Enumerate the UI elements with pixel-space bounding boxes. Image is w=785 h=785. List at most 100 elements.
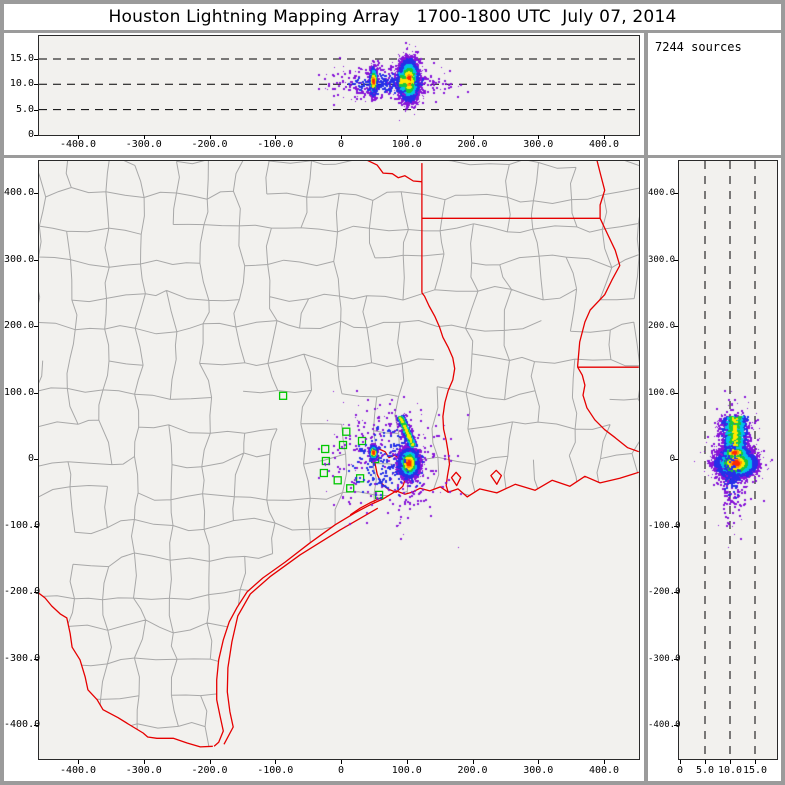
map-east-tick-label: -300.0 <box>125 765 162 776</box>
title-bar: Houston Lightning Mapping Array 1700-180… <box>4 4 781 30</box>
ew-east-tick-label: -200.0 <box>191 139 228 150</box>
ns-alt-tick-mark <box>680 760 681 764</box>
ns-alt-tick-mark <box>730 760 731 764</box>
ns-alt-tick-label: 15.0 <box>742 765 768 776</box>
map-plot-area[interactable] <box>38 160 640 760</box>
ew-alt-tick-label: 15.0 <box>9 52 34 64</box>
ns-north-tick-mark <box>674 459 678 460</box>
ns-north-tick-label: -300.0 <box>648 653 681 664</box>
map-east-tick-mark <box>604 760 605 764</box>
ew-alt-tick-mark <box>34 109 38 111</box>
map-east-tick-label: -400.0 <box>59 765 97 776</box>
map-north-tick-mark <box>34 259 38 261</box>
map-north-tick-mark <box>34 193 38 194</box>
map-north-tick-label: 400.0 <box>4 187 35 198</box>
map-north-tick-label: 200.0 <box>4 320 35 331</box>
ns-north-tick-label: 300.0 <box>648 254 676 265</box>
ew-east-tick-mark <box>538 135 540 139</box>
map-north-tick-label: 300.0 <box>4 253 35 265</box>
ns-north-tick-mark <box>674 525 678 527</box>
sources-count-panel: 7244 sources <box>648 33 781 155</box>
ew-alt-tick-mark <box>34 135 38 136</box>
map-east-tick-mark <box>209 760 211 764</box>
map-east-tick-label: 400.0 <box>588 765 620 776</box>
ns-alt-tick-label: 5.0 <box>695 765 715 776</box>
ew-east-tick-mark <box>209 135 211 139</box>
ns-north-tick-label: 100.0 <box>648 387 676 398</box>
map-north-tick-label: 100.0 <box>4 386 35 398</box>
map-east-tick-mark <box>341 760 342 764</box>
map-lightning-scatter <box>39 161 639 759</box>
ns-north-tick-label: 0 <box>669 454 675 464</box>
ew-east-tick-label: -300.0 <box>125 139 162 150</box>
map-north-tick-mark <box>34 592 38 593</box>
map-north-tick-label: 0 <box>27 453 34 464</box>
map-east-tick-label: 200.0 <box>457 765 488 776</box>
ns-north-tick-mark <box>674 592 678 593</box>
ew-alt-tick-label: 5.0 <box>15 103 34 115</box>
ns-north-tick-mark <box>674 658 678 660</box>
sources-count-label: 7244 sources <box>655 40 742 54</box>
map-east-tick-label: 0 <box>337 765 345 776</box>
map-north-tick-mark <box>34 725 38 726</box>
ew-alt-tick-label: 10.0 <box>9 78 34 90</box>
ew-east-tick-label: 300.0 <box>523 139 554 150</box>
ns-north-tick-label: -200.0 <box>648 587 681 597</box>
ns-lightning-scatter <box>679 161 777 759</box>
ew-east-tick-label: -100.0 <box>257 139 294 150</box>
ew-east-tick-mark <box>78 135 79 139</box>
map-east-tick-label: -100.0 <box>257 765 294 776</box>
ns-north-tick-label: -400.0 <box>648 720 681 730</box>
ew-plot-area[interactable] <box>38 35 640 136</box>
ew-east-tick-mark <box>341 135 342 139</box>
map-north-tick-mark <box>34 459 38 460</box>
page-title: Houston Lightning Mapping Array 1700-180… <box>108 7 677 27</box>
ew-altitude-cross-section-panel: 15.0 10.0 5.0 0 -400.0 -300.0 -200.0 -100.0 0 100… <box>4 33 644 155</box>
map-east-tick-mark <box>275 760 277 764</box>
ns-north-tick-label: 400.0 <box>648 188 676 198</box>
ns-alt-tick-label: 0 <box>676 765 684 776</box>
ns-north-tick-mark <box>674 193 678 194</box>
ew-east-tick-mark <box>472 135 474 139</box>
ns-altitude-cross-section-panel: 400.0 300.0 200.0 100.0 0 -100.0 -200.0 -300.0 -… <box>648 158 781 781</box>
ns-north-tick-label: -100.0 <box>648 520 681 531</box>
ew-east-tick-mark <box>143 135 145 139</box>
ew-east-tick-mark <box>275 135 277 139</box>
ew-alt-tick-mark <box>34 58 38 60</box>
ns-alt-tick-mark <box>705 760 706 764</box>
map-east-tick-mark <box>406 760 408 764</box>
map-north-tick-label: -200.0 <box>4 586 41 597</box>
ew-east-tick-mark <box>604 135 605 139</box>
ew-east-tick-label: 200.0 <box>457 139 488 150</box>
ns-north-tick-mark <box>674 392 678 394</box>
ns-alt-tick-mark <box>755 760 756 764</box>
map-north-tick-mark <box>34 392 38 394</box>
map-north-tick-mark <box>34 525 38 527</box>
map-north-tick-label: -400.0 <box>4 719 41 730</box>
ew-alt-tick-label: 0 <box>27 129 34 140</box>
ew-east-tick-mark <box>406 135 408 139</box>
ns-north-tick-mark <box>674 725 678 726</box>
map-east-tick-mark <box>538 760 540 764</box>
plan-view-map-panel: -400.0 -300.0 -200.0 -100.0 0 100.0 200.0 300.0… <box>4 158 644 781</box>
ew-lightning-scatter <box>39 36 639 135</box>
map-north-tick-mark <box>34 326 38 327</box>
map-north-tick-label: -300.0 <box>4 652 41 664</box>
map-east-tick-mark <box>143 760 145 764</box>
ns-north-tick-label: 200.0 <box>648 321 676 331</box>
map-east-tick-label: 100.0 <box>391 765 422 776</box>
ew-east-tick-label: 400.0 <box>588 139 620 150</box>
ns-alt-tick-label: 10.0 <box>717 765 743 776</box>
map-east-tick-mark <box>472 760 474 764</box>
ew-east-tick-label: -400.0 <box>59 139 97 150</box>
ns-plot-area[interactable] <box>678 160 778 760</box>
ns-north-tick-mark <box>674 259 678 261</box>
map-north-tick-label: -100.0 <box>4 519 41 531</box>
map-north-tick-mark <box>34 658 38 660</box>
ns-north-tick-mark <box>674 326 678 327</box>
map-east-tick-label: 300.0 <box>523 765 554 776</box>
ew-alt-tick-mark <box>34 84 38 86</box>
map-east-tick-label: -200.0 <box>191 765 228 776</box>
map-east-tick-mark <box>78 760 79 764</box>
